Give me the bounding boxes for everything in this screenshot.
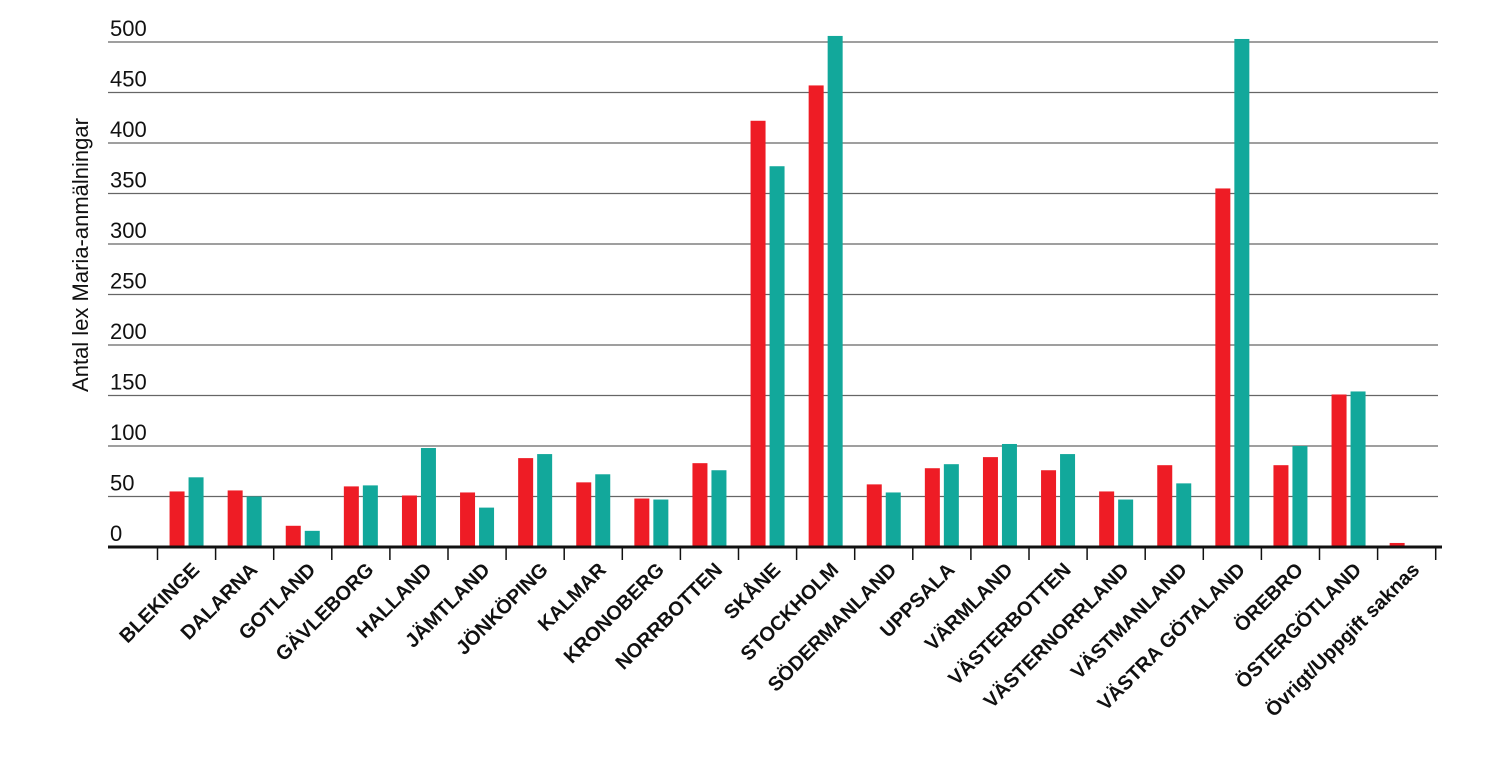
bar-2 bbox=[653, 499, 669, 547]
bar-2 bbox=[537, 454, 553, 547]
bar-2 bbox=[188, 477, 204, 547]
bar-1 bbox=[866, 484, 882, 547]
bar-1 bbox=[401, 495, 417, 547]
bar-1 bbox=[1389, 542, 1405, 547]
y-axis-tick-labels: 0 50 100 150 200 250 300 350 400 450 500 bbox=[110, 16, 147, 546]
bar-2 bbox=[827, 35, 843, 547]
bar-1 bbox=[924, 468, 940, 547]
bar-2 bbox=[943, 464, 959, 547]
y-axis-title: Antal lex Maria-anmälningar bbox=[68, 118, 93, 392]
y-tick-label: 50 bbox=[110, 471, 134, 496]
y-tick-label: 400 bbox=[110, 117, 147, 142]
bar-2 bbox=[769, 166, 785, 548]
bar-1 bbox=[982, 457, 998, 547]
bar-2 bbox=[595, 474, 611, 547]
y-tick-label: 350 bbox=[110, 168, 147, 193]
bar-1 bbox=[343, 486, 359, 547]
bar-1 bbox=[692, 463, 708, 547]
y-tick-label: 450 bbox=[110, 67, 147, 92]
y-tick-label: 500 bbox=[110, 16, 147, 41]
bar-1 bbox=[750, 120, 766, 547]
x-axis-ticks bbox=[156, 547, 1437, 560]
bar-2 bbox=[1292, 446, 1308, 547]
x-category-label: GÄVLEBORG bbox=[271, 558, 378, 665]
bar-2 bbox=[304, 530, 320, 547]
bar-1 bbox=[169, 491, 185, 547]
bar-2 bbox=[1001, 443, 1017, 547]
bar-1 bbox=[1215, 188, 1231, 547]
y-tick-label: 100 bbox=[110, 420, 147, 445]
bars bbox=[169, 35, 1405, 548]
bar-1 bbox=[1331, 394, 1347, 547]
bar-2 bbox=[1176, 483, 1192, 547]
bar-1 bbox=[1157, 465, 1173, 547]
bar-1 bbox=[634, 498, 650, 547]
bar-2 bbox=[1234, 38, 1250, 547]
x-category-label: KRONOBERG bbox=[560, 559, 669, 668]
bar-1 bbox=[1041, 470, 1057, 547]
y-tick-label: 0 bbox=[110, 521, 122, 546]
bar-2 bbox=[711, 470, 727, 547]
bar-2 bbox=[420, 448, 436, 547]
y-tick-label: 150 bbox=[110, 370, 147, 395]
bar-1 bbox=[518, 458, 534, 547]
bar-2 bbox=[885, 492, 901, 547]
bar-2 bbox=[1350, 391, 1366, 547]
bar-1 bbox=[808, 85, 824, 548]
bar-1 bbox=[1099, 491, 1115, 547]
bar-1 bbox=[1273, 465, 1289, 547]
bar-2 bbox=[246, 496, 262, 547]
y-tick-label: 200 bbox=[110, 319, 147, 344]
x-category-label: NORRBOTTEN bbox=[612, 559, 727, 674]
bar-1 bbox=[460, 492, 476, 547]
bar-1 bbox=[576, 482, 592, 547]
bar-2 bbox=[479, 507, 495, 547]
bar-1 bbox=[227, 490, 243, 547]
bar-2 bbox=[1118, 499, 1134, 547]
bar-1 bbox=[285, 525, 301, 547]
y-tick-label: 250 bbox=[110, 269, 147, 294]
x-axis-category-labels: BLEKINGEDALARNAGOTLANDGÄVLEBORGHALLANDJÄ… bbox=[115, 558, 1424, 722]
bar-2 bbox=[362, 485, 378, 547]
bar-2 bbox=[1060, 454, 1076, 547]
y-tick-label: 300 bbox=[110, 218, 147, 243]
